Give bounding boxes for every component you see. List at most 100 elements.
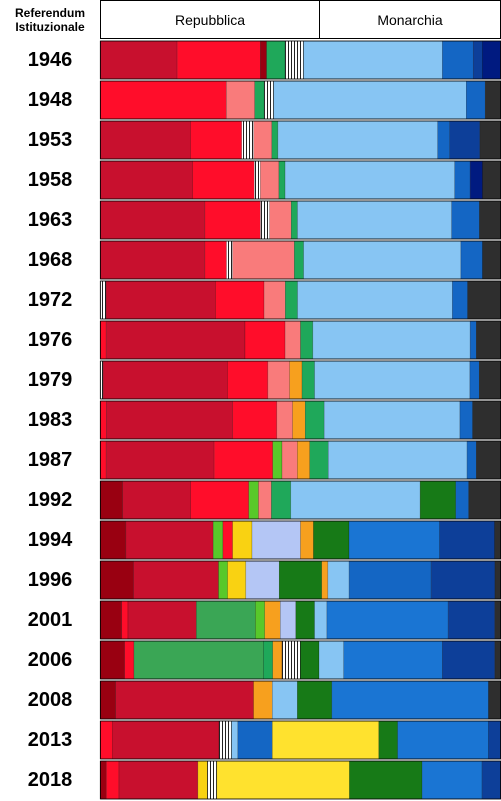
year-label-2001: 2001 <box>27 608 73 631</box>
bar-segment-1972-7 <box>467 280 501 320</box>
bar-segment-1963-5 <box>297 200 452 240</box>
bar-segment-1958-7 <box>469 160 483 200</box>
bar-segment-2006-7 <box>318 640 344 680</box>
bar-segment-2008-2 <box>253 680 273 720</box>
bar-segment-2001-7 <box>295 600 315 640</box>
bar-segment-1968-2 <box>226 240 233 280</box>
bar-segment-2008-0 <box>99 680 116 720</box>
bar-segment-1963-6 <box>451 200 480 240</box>
bar-segment-1983-7 <box>459 400 473 440</box>
bar-segment-1994-10 <box>494 520 501 560</box>
bar-segment-2001-10 <box>447 600 496 640</box>
bar-segment-2008-4 <box>297 680 333 720</box>
year-label-1958: 1958 <box>27 168 73 191</box>
bar-segment-1968-0 <box>99 240 206 280</box>
year-label-1968: 1968 <box>27 248 73 271</box>
year-label-1983: 1983 <box>27 408 73 431</box>
bar-segment-1953-8 <box>479 120 501 160</box>
bar-segment-1963-0 <box>99 200 206 240</box>
bar-segment-1983-6 <box>323 400 461 440</box>
bar-segment-2001-3 <box>196 600 256 640</box>
bar-segment-1996-4 <box>245 560 280 600</box>
bar-segment-2006-10 <box>494 640 501 680</box>
bar-segment-1968-4 <box>294 240 304 280</box>
bar-segment-2018-6 <box>349 760 423 800</box>
bar-segment-1958-4 <box>278 160 286 200</box>
bar-segment-1958-5 <box>284 160 455 200</box>
bar-segment-1987-8 <box>466 440 477 480</box>
bar-segment-2001-11 <box>494 600 501 640</box>
bar-segment-1972-3 <box>263 280 286 320</box>
corner-label: Referendum Istituzionale <box>0 0 100 40</box>
year-label-2013: 2013 <box>27 728 73 751</box>
bar-segment-1992-3 <box>248 480 259 520</box>
bar-segment-1968-1 <box>204 240 227 280</box>
bar-segment-1976-1 <box>105 320 246 360</box>
bar-segment-1968-3 <box>232 240 295 280</box>
bar-segment-2001-9 <box>326 600 449 640</box>
bar-segment-1972-6 <box>452 280 468 320</box>
bar-segment-1996-5 <box>278 560 323 600</box>
bar-segment-2001-6 <box>280 600 297 640</box>
bar-segment-1976-4 <box>300 320 314 360</box>
bar-segment-1976-3 <box>284 320 301 360</box>
bar-segment-2006-4 <box>272 640 283 680</box>
bar-segment-1948-6 <box>484 80 501 120</box>
bar-segment-1963-1 <box>204 200 261 240</box>
bar-segment-1992-8 <box>455 480 469 520</box>
bar-segment-2001-8 <box>314 600 328 640</box>
bar-segment-2008-3 <box>272 680 298 720</box>
year-label-2008: 2008 <box>27 688 73 711</box>
bar-segment-1976-5 <box>312 320 471 360</box>
bar-segment-1983-4 <box>292 400 306 440</box>
bar-segment-1953-1 <box>190 120 242 160</box>
bar-segment-1987-7 <box>328 440 468 480</box>
bar-segment-1992-0 <box>99 480 123 520</box>
bar-segment-2001-1 <box>121 600 129 640</box>
bar-segment-1953-2 <box>241 120 255 160</box>
bar-segment-2018-8 <box>481 760 501 800</box>
bar-segment-2013-5 <box>272 720 380 760</box>
bar-segment-1946-5 <box>303 40 443 80</box>
bar-segment-2013-7 <box>397 720 489 760</box>
bar-segment-1979-7 <box>469 360 480 400</box>
year-label-1979: 1979 <box>27 368 73 391</box>
bar-segment-1983-8 <box>472 400 501 440</box>
year-label-1994: 1994 <box>27 528 73 551</box>
bar-segment-1996-3 <box>227 560 247 600</box>
bar-segment-1958-6 <box>454 160 471 200</box>
bar-segment-1983-0 <box>99 400 107 440</box>
bar-segment-1996-1 <box>133 560 219 600</box>
bar-segment-1946-1 <box>176 40 261 80</box>
header-repubblica: Repubblica <box>100 0 320 39</box>
bar-segment-1987-1 <box>105 440 215 480</box>
bar-segment-1987-9 <box>476 440 501 480</box>
bar-segment-1963-7 <box>479 200 501 240</box>
bar-segment-1992-4 <box>258 480 272 520</box>
bar-segment-2006-3 <box>263 640 273 680</box>
bar-segment-1996-6 <box>321 560 329 600</box>
bar-segment-2001-5 <box>264 600 281 640</box>
bar-segment-2006-8 <box>343 640 443 680</box>
bar-segment-2013-8 <box>488 720 501 760</box>
bar-segment-1948-3 <box>263 80 274 120</box>
bar-segment-1994-5 <box>251 520 301 560</box>
bar-segment-2013-0 <box>99 720 113 760</box>
bar-segment-2008-5 <box>331 680 489 720</box>
bar-segment-1992-9 <box>468 480 501 520</box>
bar-segment-1953-3 <box>253 120 273 160</box>
bar-segment-1946-3 <box>266 40 286 80</box>
bar-segment-2001-2 <box>127 600 197 640</box>
bar-segment-1963-2 <box>260 200 270 240</box>
bar-segment-2018-4 <box>207 760 218 800</box>
year-label-1996: 1996 <box>27 568 73 591</box>
bar-segment-2018-3 <box>197 760 208 800</box>
bar-segment-1996-8 <box>348 560 432 600</box>
bar-segment-1979-5 <box>301 360 315 400</box>
bar-segment-1948-5 <box>466 80 486 120</box>
bar-segment-1994-4 <box>232 520 253 560</box>
bar-segment-1996-7 <box>327 560 350 600</box>
bar-segment-1987-6 <box>309 440 329 480</box>
bar-segment-1994-6 <box>300 520 314 560</box>
corner-label-line2: Istituzionale <box>15 20 85 34</box>
